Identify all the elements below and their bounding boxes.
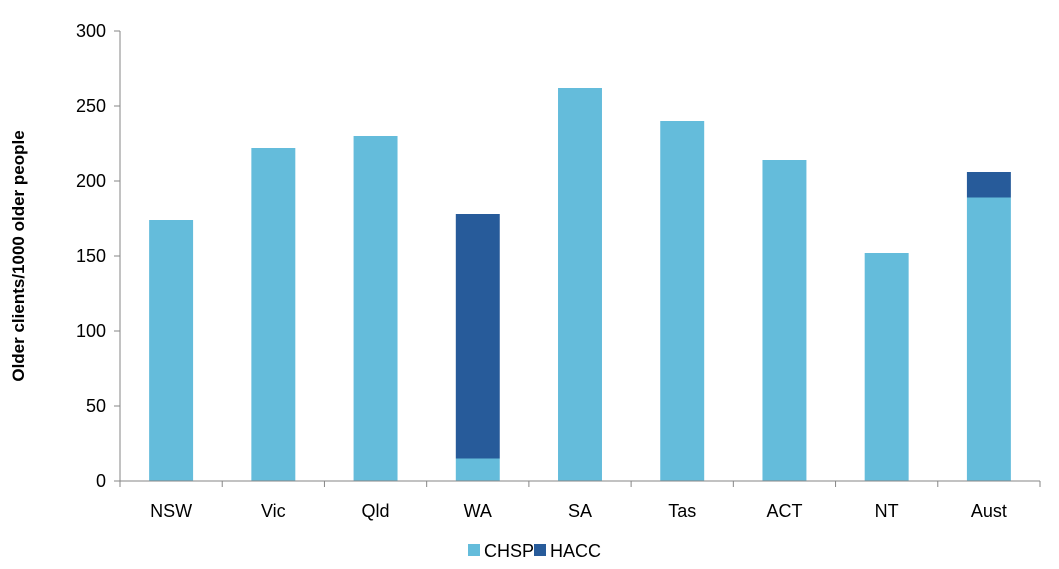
x-axis-ticks: NSW Vic Qld WA SA Tas ACT NT Aust <box>119 481 1041 521</box>
y-tick-label: 200 <box>76 171 106 191</box>
bar-chsp-wa <box>455 458 500 481</box>
x-tick-label: ACT <box>766 501 802 521</box>
y-tick-label: 100 <box>76 321 106 341</box>
bar-chsp-sa <box>558 88 602 481</box>
y-axis-title: Older clients/1000 older people <box>9 130 28 381</box>
x-tick-label: Qld <box>362 501 390 521</box>
y-tick-label: 150 <box>76 246 106 266</box>
x-tick-label: Aust <box>971 501 1007 521</box>
bar-hacc-aust <box>966 172 1011 198</box>
y-tick-label: 0 <box>96 471 106 491</box>
x-tick-label: Tas <box>668 501 696 521</box>
bar-chsp-qld <box>353 136 398 481</box>
legend-label-chsp: CHSP <box>484 541 534 561</box>
bar-hacc-wa <box>455 214 500 459</box>
bars <box>149 88 1011 481</box>
bar-chsp-tas <box>660 121 705 481</box>
x-tick-label: NSW <box>150 501 192 521</box>
x-tick-label: SA <box>568 501 592 521</box>
y-tick-label: 300 <box>76 21 106 41</box>
bar-chsp-nsw <box>149 220 194 481</box>
y-tick-label: 50 <box>86 396 106 416</box>
y-tick-label: 250 <box>76 96 106 116</box>
bar-chsp-aust <box>966 197 1011 481</box>
legend-swatch-hacc <box>534 544 546 556</box>
bar-chsp-vic <box>251 148 296 481</box>
bar-chsp-act <box>762 160 807 481</box>
x-tick-label: WA <box>464 501 492 521</box>
legend-label-hacc: HACC <box>550 541 601 561</box>
bar-chsp-nt <box>864 253 909 481</box>
x-tick-label: Vic <box>261 501 286 521</box>
x-tick-label: NT <box>875 501 899 521</box>
y-axis-ticks: 0 50 100 150 200 250 300 <box>76 21 120 491</box>
legend-swatch-chsp <box>468 544 480 556</box>
legend: CHSP HACC <box>468 541 601 561</box>
